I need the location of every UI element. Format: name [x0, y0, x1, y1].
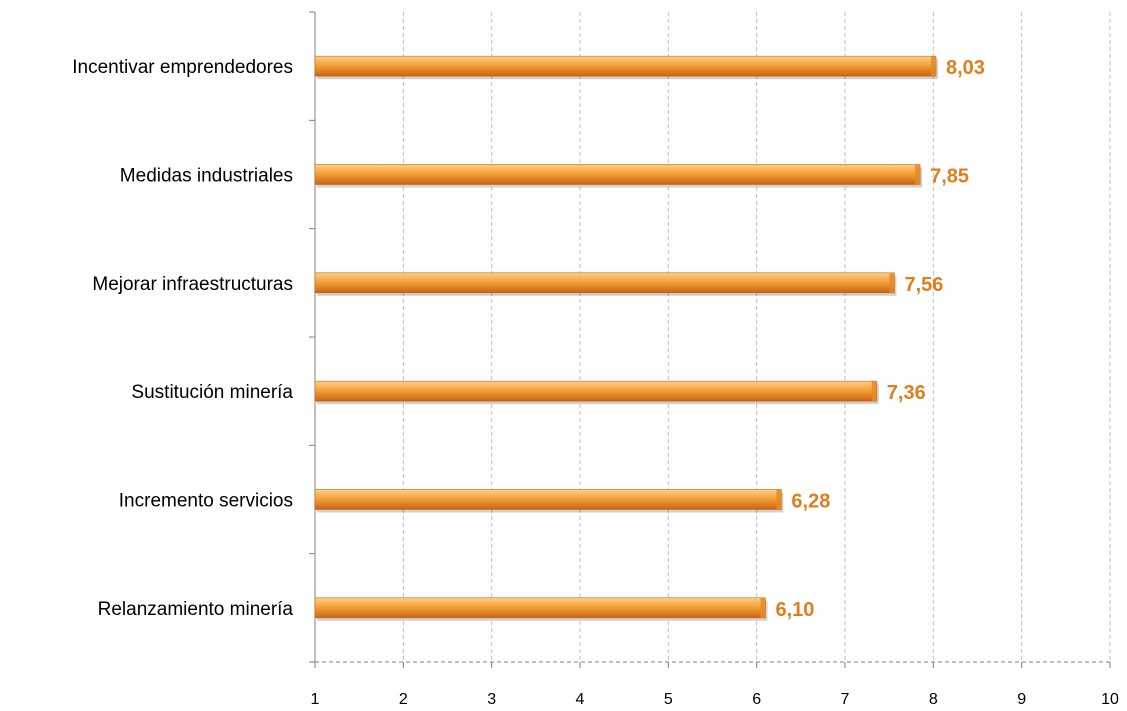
x-tick-label: 9 [1017, 691, 1026, 708]
x-tick-label: 4 [576, 691, 585, 708]
data-label: 7,36 [887, 382, 926, 404]
category-label: Relanzamiento minería [98, 599, 294, 620]
category-label: Mejorar infraestructuras [92, 274, 293, 295]
x-tick-label: 3 [487, 691, 496, 708]
gridlines [402, 12, 1111, 662]
category-label: Sustitución minería [131, 382, 293, 403]
x-tick-label: 10 [1101, 691, 1119, 708]
data-label: 6,10 [776, 599, 815, 621]
bar-end-cap [915, 164, 921, 185]
data-label: 7,56 [904, 274, 943, 296]
bar [314, 272, 895, 294]
bar-end-cap [776, 489, 782, 510]
bar-end-cap [930, 56, 936, 77]
bar [314, 164, 921, 185]
x-tick-label: 7 [841, 691, 850, 708]
category-label: Medidas industriales [120, 166, 293, 187]
bar-end-cap [760, 597, 766, 618]
bar [314, 380, 878, 402]
x-tick-label: 2 [399, 691, 408, 708]
bar [314, 55, 937, 77]
data-label: 8,03 [946, 57, 985, 79]
bar-end-cap [871, 381, 877, 402]
x-tick-label: 8 [929, 691, 938, 708]
x-tick-label: 1 [311, 691, 320, 708]
labels: 1 2 3 4 5 6 7 8 9 10 Incentivar emprendedores 8,03 M… [72, 57, 1119, 708]
bar [314, 597, 766, 619]
category-label: Incentivar emprendedores [72, 57, 293, 78]
x-tick-label: 6 [752, 691, 761, 708]
bar [314, 489, 782, 510]
data-label: 7,85 [930, 166, 969, 188]
x-tick-label: 5 [664, 691, 673, 708]
axes [309, 11, 1111, 668]
bar-end-cap [889, 272, 895, 293]
data-label: 6,28 [791, 491, 830, 513]
bars [314, 55, 938, 621]
category-label: Incremento servicios [119, 491, 293, 512]
